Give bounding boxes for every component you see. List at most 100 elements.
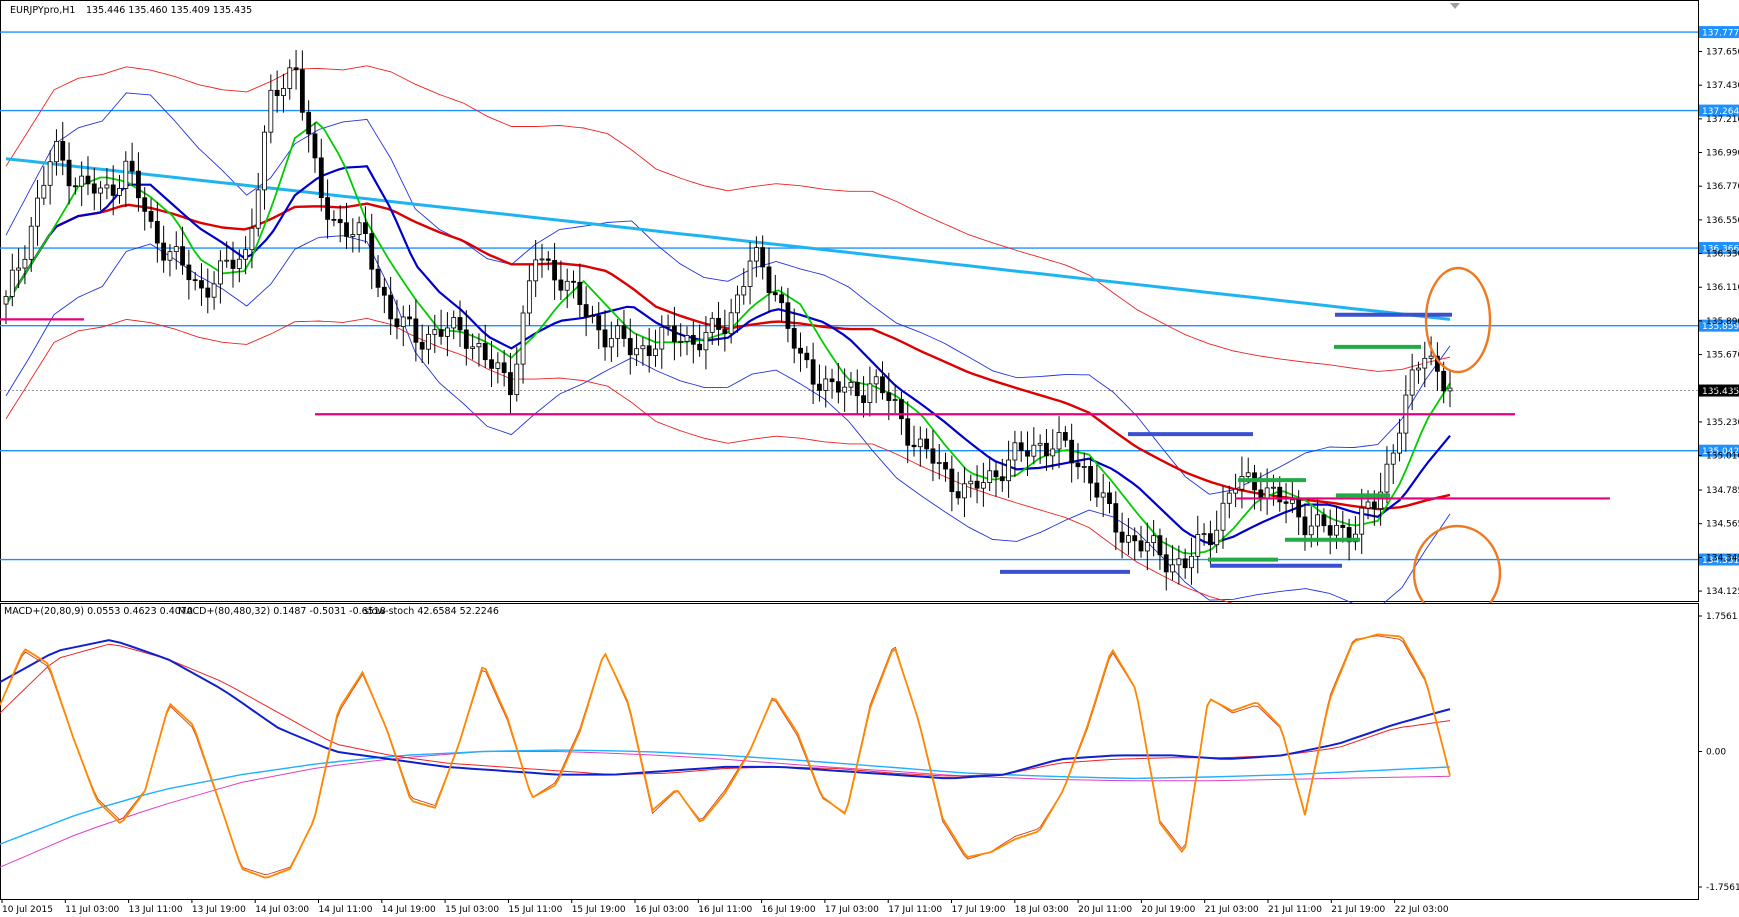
candle-body bbox=[911, 444, 917, 448]
candle-body bbox=[1214, 529, 1220, 546]
candle-body bbox=[363, 222, 368, 235]
chevron-down-icon[interactable] bbox=[1450, 3, 1460, 9]
candle-body bbox=[85, 175, 91, 185]
time-tick-label: 17 Jul 19:00 bbox=[952, 905, 1006, 915]
candle-body bbox=[861, 395, 866, 403]
candle-body bbox=[596, 315, 602, 331]
candle-body bbox=[463, 329, 469, 349]
candle-body bbox=[199, 280, 204, 289]
candle-body bbox=[495, 362, 501, 369]
level-label-bg bbox=[1699, 26, 1739, 39]
drawn-segments[interactable] bbox=[0, 312, 1610, 574]
candle-body bbox=[180, 246, 185, 266]
candle-body bbox=[1422, 357, 1428, 369]
candle-body bbox=[1126, 535, 1131, 543]
candle-body bbox=[1384, 463, 1390, 493]
indicator-tick-label: 1.7561 bbox=[1706, 612, 1738, 622]
level-label-bg bbox=[1699, 242, 1739, 255]
candle-body bbox=[571, 280, 576, 283]
time-tick-label: 22 Jul 03:00 bbox=[1395, 905, 1449, 915]
price-tick-label: 137.650 bbox=[1706, 48, 1739, 58]
candle-body bbox=[640, 345, 646, 350]
level-label: 135.859 bbox=[1702, 322, 1739, 332]
candle-body bbox=[627, 338, 633, 356]
price-tick-label: 137.430 bbox=[1706, 81, 1739, 91]
time-tick-label: 16 Jul 11:00 bbox=[698, 905, 752, 915]
candle-body bbox=[1416, 367, 1421, 371]
candle-body bbox=[136, 170, 141, 199]
macd-line bbox=[0, 639, 1451, 780]
level-label-bg bbox=[1699, 553, 1739, 566]
candle-body bbox=[1258, 489, 1264, 500]
candle-body bbox=[962, 483, 967, 499]
time-tick-label: 16 Jul 19:00 bbox=[762, 905, 816, 915]
candle-body bbox=[1441, 370, 1447, 392]
candle-body bbox=[854, 382, 860, 397]
candle-body bbox=[924, 438, 930, 450]
candle-body bbox=[1151, 535, 1157, 543]
candle-body bbox=[1069, 439, 1075, 464]
candle-body bbox=[564, 280, 570, 291]
candle-body bbox=[697, 343, 703, 351]
candle-body bbox=[526, 280, 532, 314]
price-tick-label: 134.345 bbox=[1706, 553, 1739, 563]
long-ma-line bbox=[5, 157, 1451, 321]
candle-body bbox=[400, 316, 406, 327]
candle-body bbox=[117, 188, 122, 196]
candle-body bbox=[703, 331, 709, 351]
candle-body bbox=[1006, 459, 1012, 482]
candle-body bbox=[943, 462, 948, 470]
candle-body bbox=[388, 294, 394, 320]
candle-body bbox=[1397, 432, 1402, 454]
time-tick-label: 17 Jul 03:00 bbox=[825, 905, 879, 915]
candle-body bbox=[533, 259, 539, 282]
level-label: 134.331 bbox=[1702, 556, 1739, 566]
candle-body bbox=[1327, 525, 1333, 536]
time-tick-label: 18 Jul 03:00 bbox=[1015, 905, 1069, 915]
candle-body bbox=[817, 383, 822, 391]
indicator-pane[interactable] bbox=[0, 603, 1699, 900]
candle-body bbox=[672, 325, 677, 343]
macd-slow-line bbox=[0, 749, 1451, 845]
candle-body bbox=[262, 131, 267, 191]
candle-body bbox=[1308, 525, 1314, 536]
time-tick-label: 20 Jul 11:00 bbox=[1078, 905, 1132, 915]
candle-body bbox=[583, 304, 589, 317]
price-pane[interactable] bbox=[0, 0, 1699, 625]
level-label: 136.366 bbox=[1702, 245, 1739, 255]
candle-body bbox=[873, 376, 879, 385]
time-axis: 10 Jul 2015 11 Jul 03:00 13 Jul 11:00 13 Ju… bbox=[1, 899, 1449, 915]
candle-body bbox=[432, 329, 438, 335]
candle-body bbox=[999, 476, 1005, 482]
candle-body bbox=[167, 251, 173, 261]
candle-body bbox=[129, 160, 135, 172]
highlight-circle[interactable] bbox=[1424, 266, 1492, 374]
price-tick-label: 134.565 bbox=[1706, 520, 1739, 530]
candle-body bbox=[476, 342, 482, 348]
candle-body bbox=[325, 197, 330, 220]
candle-body bbox=[1283, 501, 1289, 504]
candle-body bbox=[318, 157, 324, 198]
level-label: 137.777 bbox=[1702, 29, 1739, 39]
candle-body bbox=[337, 219, 343, 224]
time-tick-label: 14 Jul 19:00 bbox=[382, 905, 436, 915]
price-axis: 137.777 137.264 136.366 135.859 135.042 134.3… bbox=[1698, 26, 1739, 597]
candle-body bbox=[287, 67, 293, 89]
candle-body bbox=[381, 286, 387, 296]
candle-body bbox=[1088, 466, 1093, 484]
level-label: 135.042 bbox=[1702, 447, 1739, 457]
candle-body bbox=[1031, 444, 1037, 457]
time-tick-label: 15 Jul 19:00 bbox=[572, 905, 626, 915]
candle-body bbox=[1447, 387, 1453, 392]
candle-body bbox=[1107, 492, 1112, 504]
level-label-bg bbox=[1699, 104, 1739, 117]
candle-body bbox=[1409, 369, 1415, 396]
candle-body bbox=[722, 329, 728, 335]
candle-body bbox=[1321, 514, 1327, 527]
candle-body bbox=[79, 175, 85, 187]
candle-body bbox=[823, 378, 829, 391]
candle-body bbox=[980, 482, 986, 489]
candle-body bbox=[842, 386, 848, 393]
candle-body bbox=[936, 462, 942, 464]
